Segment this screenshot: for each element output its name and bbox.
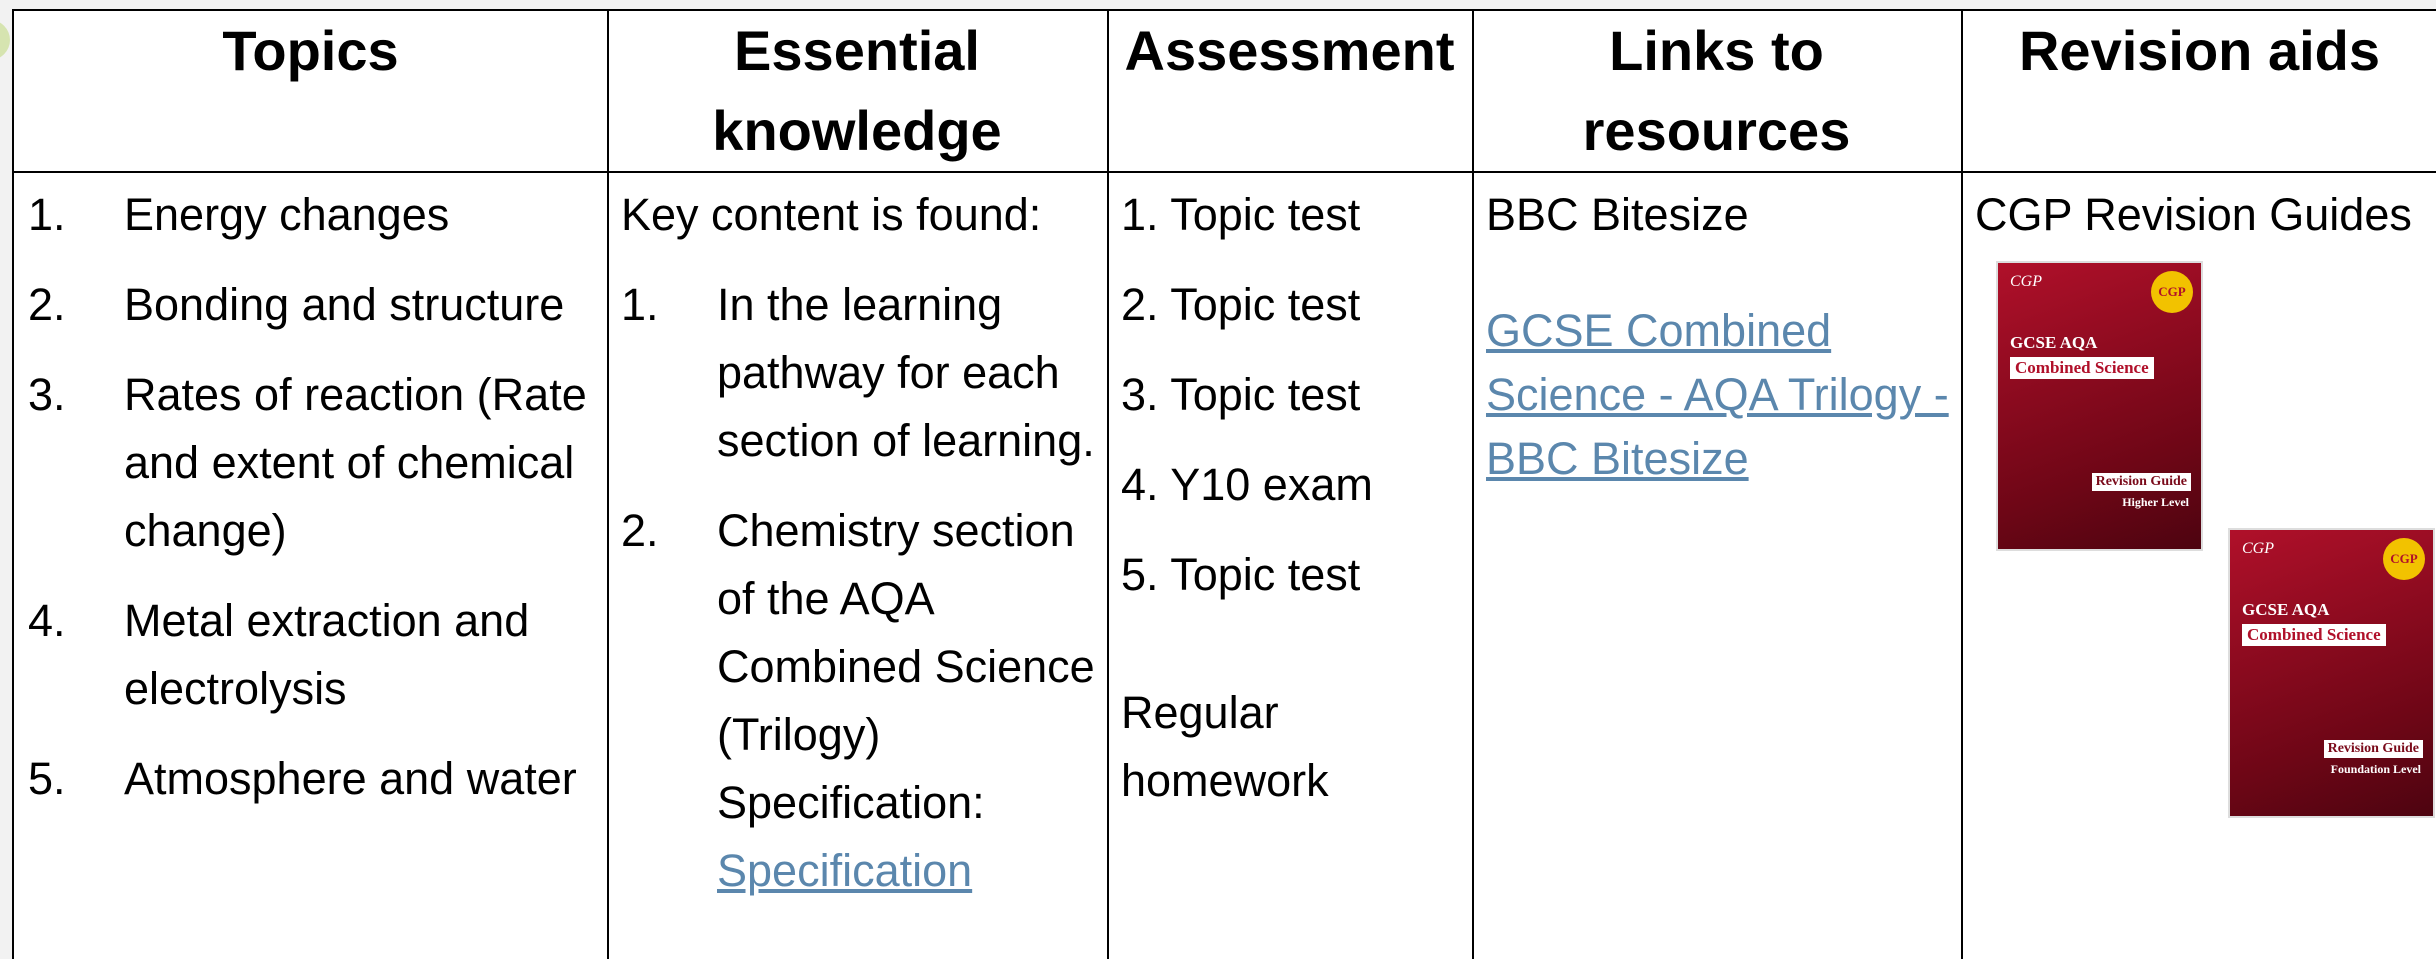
link-heading: BBC Bitesize <box>1486 189 1749 240</box>
assessment-item: 1. Topic test <box>1121 189 1361 240</box>
topics-cell: 1. Energy changes 2. Bonding and structure 3… <box>14 173 607 835</box>
item-number: 1. <box>28 189 66 240</box>
assessment-item: 2. Topic test <box>1121 279 1361 330</box>
item-text: Energy changes <box>124 189 450 240</box>
column-essential: Essential knowledge Key content is found… <box>607 11 1109 959</box>
header: Assessment <box>1107 11 1472 173</box>
book-cover: CGP CGP GCSE AQA Combined Science Revision G… <box>1996 261 2203 551</box>
item-number: 2. <box>621 505 659 556</box>
column-revision: Revision aids CGP Revision Guides <box>1961 11 2436 959</box>
assessment-cell: 1. Topic test 2. Topic test 3. Topic test 4… <box>1107 173 1472 815</box>
book-exam: GCSE AQA <box>2242 600 2330 619</box>
item-number: 3. <box>28 369 66 420</box>
book-guide: Revision Guide <box>2091 473 2191 491</box>
item-number: 5. <box>28 753 66 804</box>
link[interactable]: GCSE Combined Science - AQA Trilogy - BB… <box>1486 305 1949 484</box>
item-number: 1. <box>621 279 659 330</box>
column-topics: Topics 1. Energy changes 2. Bonding and str… <box>14 11 609 959</box>
list-item: 1. Energy changes <box>28 181 595 249</box>
item-number: 4. <box>28 595 66 646</box>
list-item: 5. Atmosphere and water <box>28 745 595 813</box>
revision-heading: CGP Revision Guides <box>1975 189 2412 240</box>
list-item: 1. In the learning pathway for each secti… <box>621 271 1095 475</box>
header: Links to resources <box>1472 11 1961 173</box>
item-text: Atmosphere and water <box>124 753 577 804</box>
book-cover: CGP CGP GCSE AQA Combined Science Revision G… <box>2228 528 2435 818</box>
list-item: 3. Rates of reaction (Rate and extent of … <box>28 361 595 565</box>
list-item: 2. Bonding and structure <box>28 271 595 339</box>
header: Topics <box>14 11 607 173</box>
assessment-item: 5. Topic test <box>1121 549 1361 600</box>
header: Essential knowledge <box>607 11 1107 173</box>
item-text: In the learning pathway for each section… <box>717 279 1095 466</box>
book-subject: Combined Science <box>2242 624 2386 646</box>
book-guide: Revision Guide <box>2323 740 2423 758</box>
column-assessment: Assessment 1. Topic test 2. Topic test 3. … <box>1107 11 1474 959</box>
item-text: Bonding and structure <box>124 279 565 330</box>
item-text: Metal extraction and electrolysis <box>124 595 530 714</box>
book-brand: CGP <box>2010 273 2042 290</box>
book-logo: CGP <box>2383 538 2425 580</box>
revision-cell: CGP Revision Guides <box>1961 173 2436 249</box>
book-level: Higher Level <box>2122 495 2189 509</box>
intro: Key content is found: <box>621 189 1042 240</box>
header: Revision aids <box>1961 11 2436 173</box>
book-exam: GCSE AQA <box>2010 333 2098 352</box>
item-text: Chemistry section of the AQA Combined Sc… <box>717 505 1095 828</box>
book-subject: Combined Science <box>2010 357 2154 379</box>
assessment-item: 3. Topic test <box>1121 369 1361 420</box>
book-level: Foundation Level <box>2330 762 2421 776</box>
book-logo: CGP <box>2151 271 2193 313</box>
assessment-extra: Regular homework <box>1121 687 1329 806</box>
decoration <box>0 20 10 60</box>
list-item: 2. Chemistry section of the AQA Combined … <box>621 497 1095 905</box>
links-cell: BBC Bitesize GCSE Combined Science - AQA… <box>1472 173 1961 491</box>
book-brand: CGP <box>2242 540 2274 557</box>
item-text: Rates of reaction (Rate and extent of ch… <box>124 369 587 556</box>
item-number: 2. <box>28 279 66 330</box>
assessment-item: 4. Y10 exam <box>1121 459 1373 510</box>
column-links: Links to resources BBC Bitesize GCSE Com… <box>1472 11 1963 959</box>
essential-cell: Key content is found: 1. In the learning … <box>607 173 1107 927</box>
list-item: 4. Metal extraction and electrolysis <box>28 587 595 723</box>
link[interactable]: Specification <box>717 845 973 896</box>
